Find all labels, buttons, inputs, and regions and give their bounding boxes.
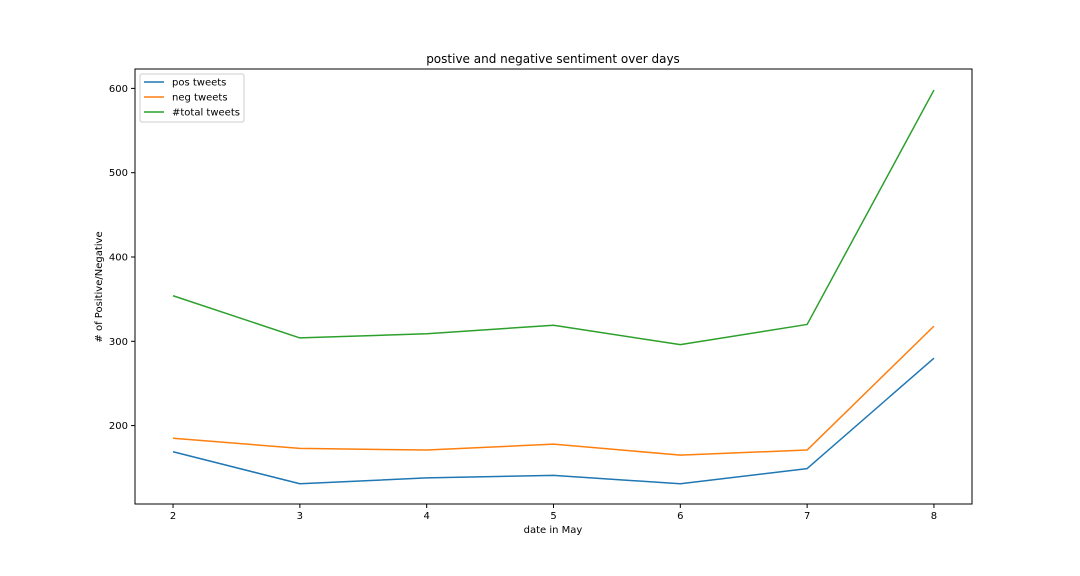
series-line-0 bbox=[172, 357, 935, 485]
y-tick-label: 300 bbox=[109, 337, 128, 348]
series-line-2 bbox=[172, 89, 935, 346]
plot-area-frame bbox=[134, 68, 973, 505]
x-axis: 2 3 4 5 6 7 8 bbox=[170, 504, 937, 522]
x-tick-label: 4 bbox=[423, 511, 429, 522]
legend-label: pos tweets bbox=[172, 78, 226, 89]
x-axis-label: date in May bbox=[524, 525, 583, 536]
legend-label: neg tweets bbox=[172, 93, 228, 104]
y-tick-label: 200 bbox=[109, 421, 128, 432]
y-axis-label: # of Positive/Negative bbox=[94, 231, 105, 342]
series-layer bbox=[172, 89, 935, 485]
y-tick-label: 600 bbox=[109, 84, 128, 95]
x-tick-label: 6 bbox=[677, 511, 683, 522]
legend-label: #total tweets bbox=[172, 108, 240, 119]
series-line-1 bbox=[172, 325, 935, 456]
legend: pos tweets neg tweets #total tweets bbox=[139, 73, 245, 123]
y-tick-label: 500 bbox=[109, 168, 128, 179]
x-tick-label: 5 bbox=[550, 511, 556, 522]
x-tick-label: 7 bbox=[804, 511, 810, 522]
y-axis: 200 300 400 500 600 bbox=[109, 84, 135, 432]
legend-box bbox=[139, 73, 245, 123]
x-tick-label: 3 bbox=[297, 511, 303, 522]
chart-title: postive and negative sentiment over days bbox=[426, 52, 680, 66]
y-tick-label: 400 bbox=[109, 252, 128, 263]
x-tick-label: 8 bbox=[931, 511, 937, 522]
x-tick-label: 2 bbox=[170, 511, 176, 522]
